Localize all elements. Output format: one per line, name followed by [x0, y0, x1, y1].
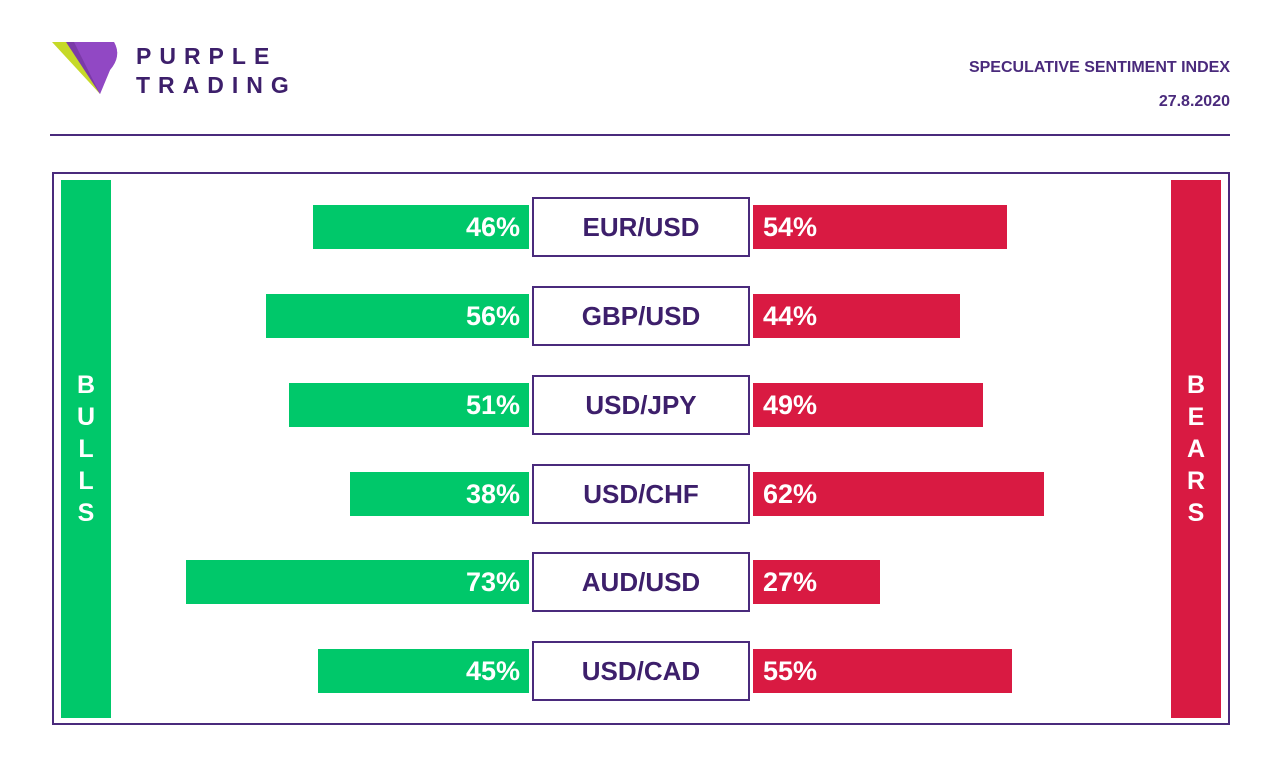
- sentiment-row: 46% 54% EUR/USD: [0, 197, 1280, 257]
- purple-trading-logo: [52, 42, 118, 94]
- bull-percent-label: 38%: [465, 479, 520, 509]
- brand-line-2: TRADING: [136, 72, 297, 98]
- bear-percent-label: 54%: [763, 212, 818, 242]
- bear-percent-label: 27%: [763, 567, 818, 597]
- brand-name: PURPLE TRADING: [136, 42, 297, 100]
- bears-label: BEARS: [1186, 371, 1206, 527]
- bulls-side-bar: BULLS: [61, 180, 111, 718]
- bear-percent-label: 44%: [763, 301, 818, 331]
- bull-bar: [350, 472, 529, 516]
- currency-pair-label: EUR/USD: [532, 197, 750, 257]
- bear-percent-label: 55%: [763, 656, 818, 686]
- bulls-label: BULLS: [76, 371, 96, 527]
- bear-bar: [753, 560, 880, 604]
- bear-percent-label: 49%: [763, 390, 818, 420]
- brand-line-1: PURPLE: [136, 43, 278, 69]
- bear-bar: [753, 472, 1045, 516]
- bull-bar: [265, 294, 529, 338]
- currency-pair-label: USD/CAD: [532, 641, 750, 701]
- currency-pair-label: USD/CHF: [532, 464, 750, 524]
- currency-pair-label: AUD/USD: [532, 552, 750, 612]
- sentiment-row: 56% 44% GBP/USD: [0, 286, 1280, 346]
- header-divider: [50, 134, 1230, 136]
- chart-frame: [52, 172, 1230, 725]
- report-date: 27.8.2020: [1158, 93, 1230, 110]
- sentiment-row: 73% 27% AUD/USD: [0, 552, 1280, 612]
- bull-percent-label: 45%: [465, 656, 520, 686]
- bear-bar: [753, 383, 984, 427]
- bull-bar: [317, 649, 529, 693]
- bear-bar: [753, 205, 1007, 249]
- bull-bar: [185, 560, 529, 604]
- bull-bar: [312, 205, 529, 249]
- bear-percent-label: 62%: [763, 479, 818, 509]
- report-title: SPECULATIVE SENTIMENT INDEX: [968, 59, 1230, 76]
- bull-percent-label: 73%: [465, 567, 520, 597]
- bull-percent-label: 46%: [465, 212, 520, 242]
- bears-side-bar: BEARS: [1171, 180, 1221, 718]
- currency-pair-label: GBP/USD: [532, 286, 750, 346]
- sentiment-row: 38% 62% USD/CHF: [0, 464, 1280, 524]
- bull-percent-label: 56%: [465, 301, 520, 331]
- currency-pair-label: USD/JPY: [532, 375, 750, 435]
- bull-bar: [289, 383, 529, 427]
- bear-bar: [753, 649, 1012, 693]
- bull-percent-label: 51%: [465, 390, 520, 420]
- bear-bar: [753, 294, 960, 338]
- sentiment-row: 51% 49% USD/JPY: [0, 375, 1280, 435]
- sentiment-row: 45% 55% USD/CAD: [0, 641, 1280, 701]
